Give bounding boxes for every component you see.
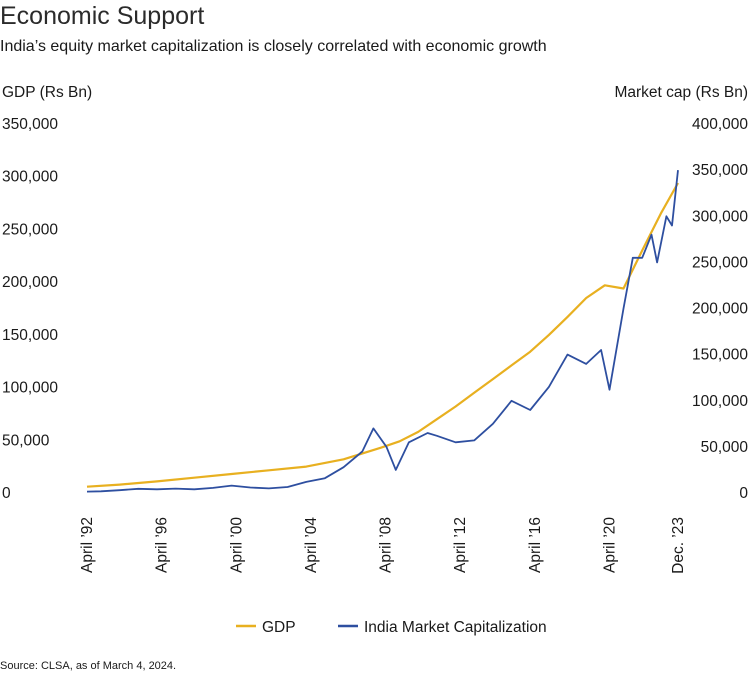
x-tick-label: April ’04: [303, 517, 320, 573]
right-tick-label: 0: [739, 485, 748, 502]
x-tick-label: April ’08: [378, 517, 395, 573]
right-tick-label: 300,000: [692, 208, 748, 225]
x-tick-label: April ’12: [452, 517, 469, 573]
series-lines: [86, 170, 679, 493]
series-line-market-cap: [86, 170, 679, 493]
left-axis-title: GDP (Rs Bn): [2, 84, 92, 101]
left-tick-label: 250,000: [2, 221, 58, 238]
source-note: Source: CLSA, as of March 4, 2024.: [0, 660, 177, 672]
right-tick-label: 150,000: [692, 347, 748, 364]
left-axis-ticks: 0 50,000 100,000 150,000 200,000 250,000 300,0…: [2, 116, 58, 502]
legend-label-mcap: India Market Capitalization: [364, 619, 547, 636]
x-tick-label: Dec. ’23: [670, 517, 687, 574]
x-tick-label: April ’92: [79, 517, 96, 573]
x-tick-label: April ’96: [154, 517, 171, 573]
x-tick-label: April ’00: [228, 517, 245, 573]
right-axis-title: Market cap (Rs Bn): [614, 84, 748, 101]
right-tick-label: 50,000: [701, 439, 749, 456]
legend-label-gdp: GDP: [262, 619, 296, 636]
left-tick-label: 300,000: [2, 169, 58, 186]
right-tick-label: 350,000: [692, 162, 748, 179]
legend: GDP India Market Capitalization: [236, 619, 547, 636]
right-axis-ticks: 0 50,000 100,000 150,000 200,000 250,000 300,0…: [692, 116, 748, 502]
left-tick-label: 150,000: [2, 327, 58, 344]
right-tick-label: 200,000: [692, 301, 748, 318]
series-line-gdp: [86, 182, 679, 488]
left-tick-label: 100,000: [2, 380, 58, 397]
right-tick-label: 250,000: [692, 254, 748, 271]
x-axis-ticks: April ’92 April ’96 April ’00 April ’04 Apri…: [79, 517, 687, 574]
right-tick-label: 400,000: [692, 116, 748, 133]
left-tick-label: 350,000: [2, 116, 58, 133]
left-tick-label: 200,000: [2, 274, 58, 291]
x-tick-label: April ’20: [602, 517, 619, 573]
x-tick-label: April ’16: [527, 517, 544, 573]
chart-title: Economic Support: [0, 2, 205, 30]
left-tick-label: 0: [2, 485, 11, 502]
right-tick-label: 100,000: [692, 393, 748, 410]
left-tick-label: 50,000: [2, 432, 50, 449]
chart-subtitle: India’s equity market capitalization is …: [0, 38, 547, 55]
